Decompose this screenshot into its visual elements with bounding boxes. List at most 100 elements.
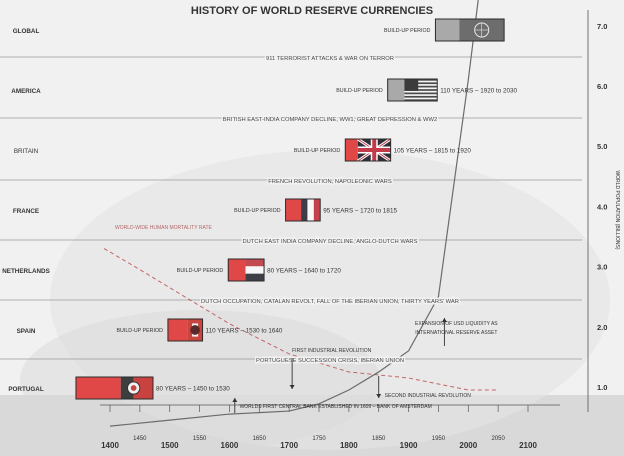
buildup-bar: [228, 259, 246, 281]
country-label: PORTUGAL: [8, 386, 43, 393]
mortality-series-label: WORLD-WIDE HUMAN MORTALITY RATE: [115, 225, 213, 231]
flag-fr: [301, 199, 308, 221]
flag-us-stripe: [404, 89, 438, 91]
row-bar-outline: [434, 18, 505, 42]
mortality-series-line: [103, 248, 499, 391]
flag-nl-band: [245, 273, 265, 281]
y-tick-label: 3.0: [597, 263, 607, 272]
row-bar-outline: [75, 376, 154, 400]
reign-label: 105 YEARS – 1815 to 1920: [394, 148, 472, 155]
buildup-label: BUILD-UP PERIOD: [294, 148, 341, 154]
flag-us-stripe: [404, 92, 438, 95]
reign-label: 95 YEARS – 1720 to 1815: [323, 208, 397, 215]
chart-title: HISTORY OF WORLD RESERVE CURRENCIES: [191, 5, 433, 17]
x-tick-label: 1400: [101, 441, 119, 450]
buildup-label: BUILD-UP PERIOD: [117, 328, 164, 334]
flag-es-emblem: [190, 325, 200, 335]
buildup-bar: [387, 79, 405, 101]
flag-fr-band: [313, 199, 321, 221]
row-group-america: [387, 78, 438, 102]
annotation-label: INTERNATIONAL RESERVE ASSET: [415, 330, 497, 336]
country-label: AMERICA: [11, 88, 41, 95]
divider-label: DUTCH OCCUPATION, CATALAN REVOLT, FALL O…: [201, 299, 459, 305]
y-tick-label: 4.0: [597, 202, 607, 211]
row-group-global: [434, 18, 505, 42]
x-tick-label: 1600: [221, 441, 239, 450]
annotation-arrowhead: [289, 385, 295, 389]
divider-label: BRITISH EAST-INDIA COMPANY DECLINE, WW1,…: [223, 117, 437, 123]
buildup-label: BUILD-UP PERIOD: [336, 88, 383, 94]
buildup-bar: [345, 139, 358, 161]
buildup-bar: [285, 199, 302, 221]
row-group-britain: [344, 137, 392, 163]
buildup-label: BUILD-UP PERIOD: [234, 208, 281, 214]
reign-label: 110 YEARS – 1920 to 2030: [440, 88, 517, 95]
row-bar-outline: [227, 258, 265, 282]
x-tick-label: 2000: [459, 441, 477, 450]
reign-label: 80 YEARS – 1640 to 1720: [267, 268, 341, 275]
flag-us-stripe: [404, 95, 438, 98]
flag-nl: [245, 259, 265, 267]
y-tick-label: 1.0: [597, 383, 607, 392]
country-label: GLOBAL: [13, 28, 40, 35]
country-label: NETHERLANDS: [2, 268, 50, 275]
row-bar-outline: [285, 198, 321, 222]
divider-label: 911 TERRORIST ATTACKS & WAR ON TERROR: [266, 56, 394, 62]
flag-uk-cross: [357, 148, 391, 152]
x-tick-label: 2050: [491, 436, 505, 442]
country-label: SPAIN: [17, 328, 36, 335]
x-tick-label: 1850: [372, 436, 386, 442]
background-shading: [20, 310, 380, 450]
divider-label: PORTUGUESE SUCCESSION CRISIS, IBERIAN UN…: [256, 358, 404, 364]
annotation-label: FIRST INDUSTRIAL REVOLUTION: [292, 348, 372, 354]
annotation-label: EXPANSION OF USD LIQUIDITY AS: [415, 321, 498, 327]
flag-nl-band: [245, 266, 265, 274]
reign-label: 110 YEARS – 1530 to 1640: [206, 328, 283, 335]
x-tick-label: 1800: [340, 441, 358, 450]
buildup-bar: [75, 377, 121, 399]
row-bar-outline: [167, 318, 204, 342]
annotation-label: SECOND INDUSTRIAL REVOLUTION: [385, 393, 472, 399]
x-tick-label: 1750: [312, 436, 326, 442]
buildup-bar: [435, 19, 460, 41]
flag-fr-band: [307, 199, 314, 221]
divider-label: DUTCH EAST INDIA COMPANY DECLINE, ANGLO-…: [242, 239, 417, 245]
row-bar-outline: [344, 138, 392, 162]
annotation-arrowhead: [376, 394, 382, 398]
flag-us-stripe: [404, 85, 438, 88]
annotation-arrowhead: [232, 398, 238, 402]
y-tick-label: 7.0: [597, 22, 607, 31]
x-tick-label: 1550: [193, 436, 207, 442]
flag-us-stripe: [404, 79, 438, 81]
annotation-label: WORLDS FIRST CENTRAL BANK ESTABLISHED IN…: [240, 404, 432, 410]
divider-label: FRENCH REVOLUTION, NAPOLEONIC WARS: [268, 179, 392, 185]
x-tick-label: 1500: [161, 441, 179, 450]
x-tick-label: 1650: [253, 436, 267, 442]
population-series-line: [109, 0, 479, 427]
flag-us-canton: [404, 79, 419, 91]
x-tick-label: 1900: [400, 441, 418, 450]
x-tick-label: 1700: [280, 441, 298, 450]
row-group-spain: [167, 318, 204, 342]
flag-pt-band: [133, 377, 153, 399]
flag-us-stripe: [404, 82, 438, 85]
country-label: FRANCE: [13, 208, 39, 215]
buildup-label: BUILD-UP PERIOD: [177, 268, 224, 274]
annotation-arrowhead: [441, 318, 447, 322]
row-group-france: [285, 198, 321, 222]
country-label: BRITAIN: [14, 148, 39, 155]
row-group-netherlands: [227, 258, 265, 282]
buildup-label: BUILD-UP PERIOD: [384, 28, 431, 34]
flag-us-stripe: [404, 99, 438, 101]
x-tick-label: 1950: [432, 436, 446, 442]
buildup-bar: [167, 319, 188, 341]
y-axis-label: WORLD POPULATION (BILLIONS): [614, 170, 620, 249]
flag-pt-emblem: [130, 385, 137, 391]
x-tick-label: 2100: [519, 441, 537, 450]
row-group-portugal: [75, 376, 154, 400]
y-tick-label: 5.0: [597, 142, 607, 151]
x-tick-label: 1450: [133, 436, 147, 442]
row-bar-outline: [387, 78, 438, 102]
y-tick-label: 2.0: [597, 323, 607, 332]
